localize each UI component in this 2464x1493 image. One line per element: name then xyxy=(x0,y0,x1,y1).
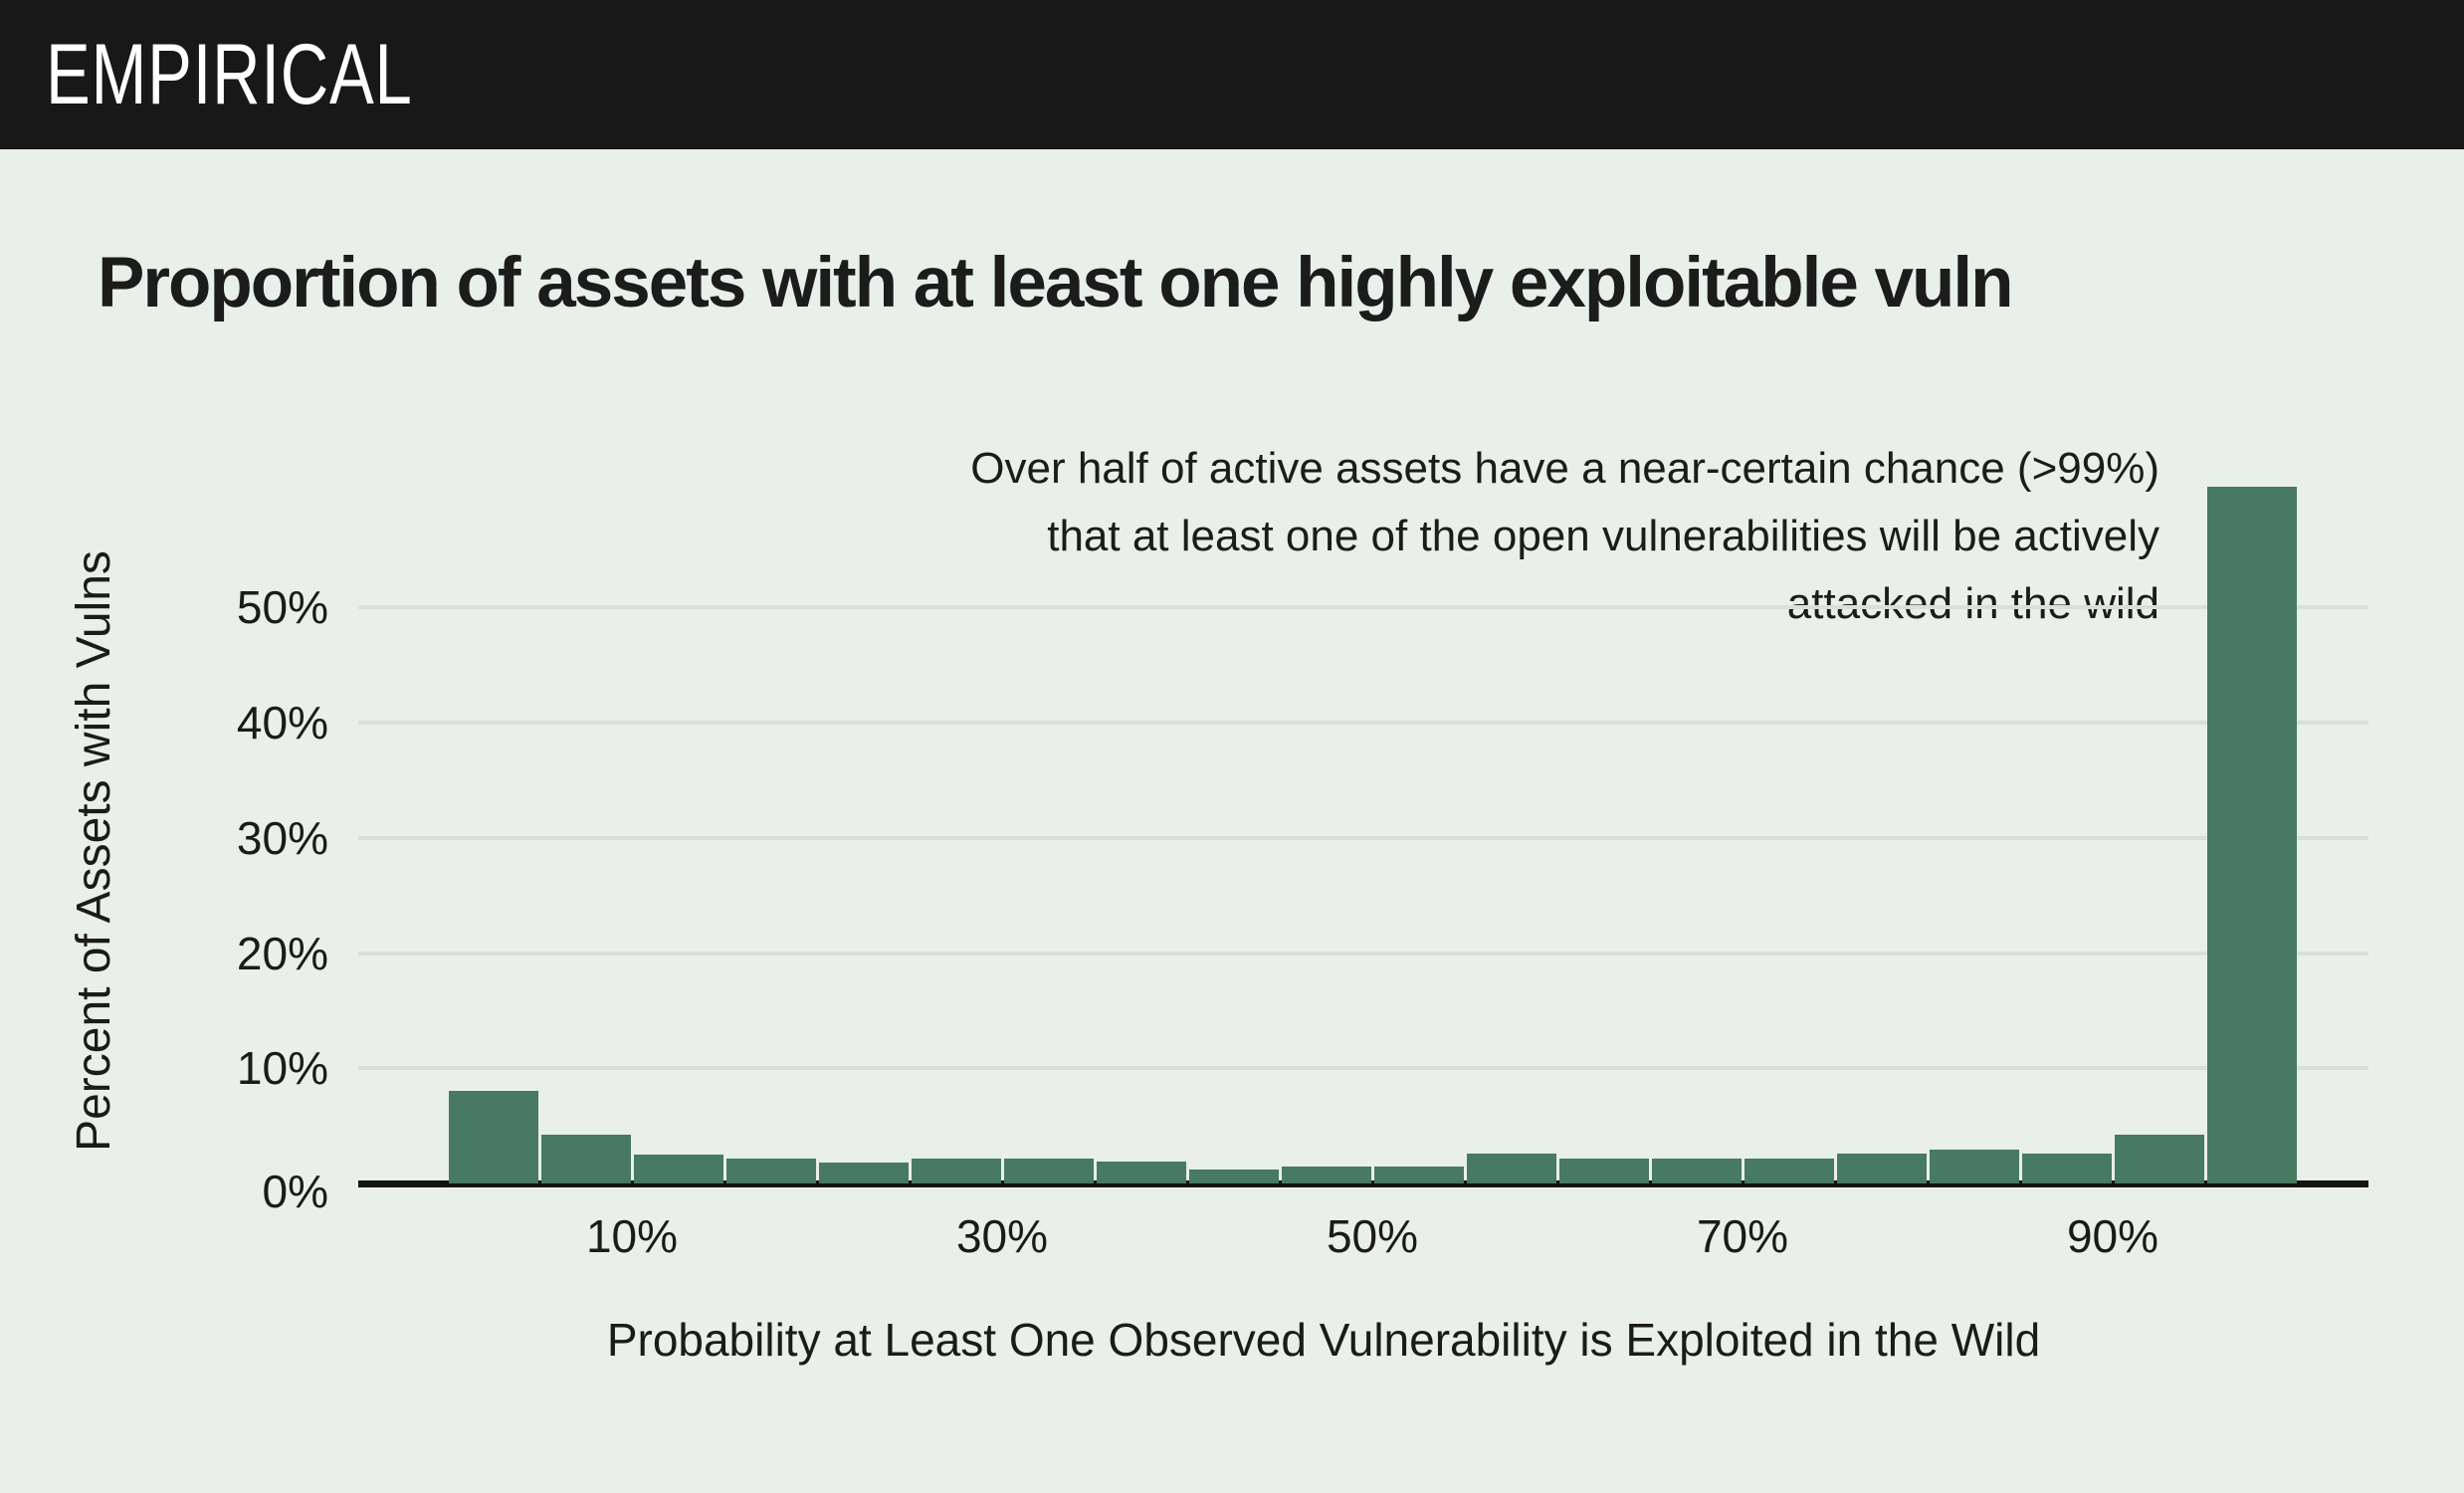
histogram-bar xyxy=(448,1091,538,1183)
y-tick-label: 50% xyxy=(236,581,328,634)
histogram-bar xyxy=(818,1163,909,1183)
x-axis-title: Probability at Least One Observed Vulner… xyxy=(606,1314,2041,1366)
histogram-bar xyxy=(1466,1153,1556,1183)
histogram-bar xyxy=(725,1158,816,1183)
histogram-bar xyxy=(1096,1162,1186,1183)
chart-annotation: Over half of active assets have a near-c… xyxy=(970,435,2159,638)
page-title: Proportion of assets with at least one h… xyxy=(98,244,2013,322)
gridline-10% xyxy=(358,1066,2368,1071)
x-tick-label: 30% xyxy=(955,1210,1049,1262)
x-tick-label: 10% xyxy=(585,1210,679,1262)
header-bar: EMPIRICAL xyxy=(0,0,2464,149)
y-tick-label: 30% xyxy=(236,811,328,864)
histogram-bar xyxy=(540,1135,631,1183)
histogram-bar xyxy=(1651,1158,1742,1183)
x-tick-label: 70% xyxy=(1696,1210,1789,1262)
histogram-bar xyxy=(1929,1150,2019,1183)
histogram-bar xyxy=(1003,1158,1094,1183)
histogram-bar xyxy=(1188,1170,1279,1183)
y-tick-label: 40% xyxy=(236,697,328,749)
x-axis-line xyxy=(358,1180,2368,1187)
annotation-line: Over half of active assets have a near-c… xyxy=(970,444,2159,493)
histogram-bar xyxy=(633,1155,723,1183)
histogram-bar xyxy=(1558,1158,1649,1183)
histogram-bar xyxy=(911,1158,1001,1183)
gridline-20% xyxy=(358,951,2368,956)
y-tick-label: 10% xyxy=(236,1042,328,1095)
histogram-bar xyxy=(1836,1153,1927,1183)
gridline-50% xyxy=(358,605,2368,610)
x-tick-label: 90% xyxy=(2066,1210,2159,1262)
histogram-bar xyxy=(2021,1153,2112,1183)
histogram-bar xyxy=(2114,1135,2204,1183)
x-tick-label: 50% xyxy=(1326,1210,1419,1262)
histogram-bar xyxy=(1744,1158,1834,1183)
histogram-bar xyxy=(1373,1166,1464,1183)
histogram-bar xyxy=(2206,486,2297,1183)
y-tick-label: 20% xyxy=(236,927,328,979)
annotation-line: that at least one of the open vulnerabil… xyxy=(1047,512,2159,560)
annotation-line: attacked in the wild xyxy=(1786,579,2159,628)
gridline-40% xyxy=(358,721,2368,726)
empirical-logo: EMPIRICAL xyxy=(46,27,413,122)
histogram-bar xyxy=(1281,1166,1371,1183)
gridline-30% xyxy=(358,835,2368,840)
y-tick-label: 0% xyxy=(262,1166,328,1217)
